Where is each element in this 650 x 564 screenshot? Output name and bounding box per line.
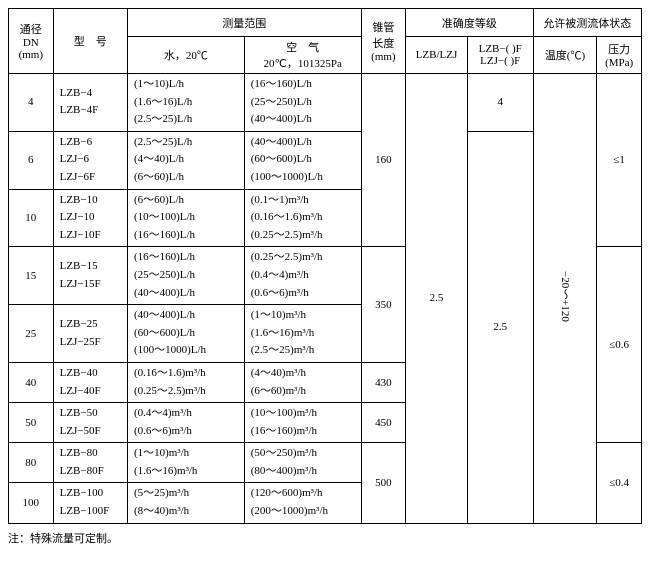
table-row: 4 LZB−4LZB−4F (1～10)L/h(1.6～16)L/h(2.5～2… (9, 74, 642, 132)
header-fluid: 允许被测流体状态 (533, 9, 641, 37)
header-acc2: LZB−( )FLZJ−( )F (467, 37, 533, 74)
cell-model: LZB−10LZJ−10LZJ−10F (53, 189, 127, 247)
cell-dn: 15 (9, 247, 54, 305)
header-tube: 锥管长度(mm) (361, 9, 406, 74)
cell-air: (50～250)m³/h(80～400)m³/h (244, 443, 361, 483)
cell-air: (4～40)m³/h(6～60)m³/h (244, 362, 361, 402)
cell-tube: 450 (361, 403, 406, 443)
header-water: 水，20℃ (127, 37, 244, 74)
cell-dn: 80 (9, 443, 54, 483)
cell-air: (16～160)L/h(25～250)L/h(40～400)L/h (244, 74, 361, 132)
cell-acc1: 2.5 (406, 74, 468, 524)
temp-value: −20～+120 (557, 271, 573, 322)
cell-air: (0.25～2.5)m³/h(0.4～4)m³/h(0.6～6)m³/h (244, 247, 361, 305)
cell-water: (0.16～1.6)m³/h(0.25～2.5)m³/h (127, 362, 244, 402)
cell-dn: 100 (9, 483, 54, 523)
footnote: 注：特殊流量可定制。 (8, 530, 642, 546)
cell-model: LZB−100LZB−100F (53, 483, 127, 523)
cell-air: (120～600)m³/h(200～1000)m³/h (244, 483, 361, 523)
cell-tube: 430 (361, 362, 406, 402)
cell-water: (0.4～4)m³/h(0.6～6)m³/h (127, 403, 244, 443)
cell-air: (10～100)m³/h(16～160)m³/h (244, 403, 361, 443)
cell-tube: 350 (361, 247, 406, 363)
cell-water: (2.5～25)L/h(4～40)L/h(6～60)L/h (127, 131, 244, 189)
cell-model: LZB−40LZJ−40F (53, 362, 127, 402)
cell-dn: 6 (9, 131, 54, 189)
cell-water: (1～10)m³/h(1.6～16)m³/h (127, 443, 244, 483)
cell-dn: 50 (9, 403, 54, 443)
cell-dn: 25 (9, 305, 54, 363)
cell-air: (40～400)L/h(60～600)L/h(100～1000)L/h (244, 131, 361, 189)
cell-acc2: 4 (467, 74, 533, 132)
cell-model: LZB−80LZB−80F (53, 443, 127, 483)
header-model: 型 号 (53, 9, 127, 74)
cell-model: LZB−4LZB−4F (53, 74, 127, 132)
cell-water: (6～60)L/h(10～100)L/h(16～160)L/h (127, 189, 244, 247)
cell-water: (1～10)L/h(1.6～16)L/h(2.5～25)L/h (127, 74, 244, 132)
cell-dn: 40 (9, 362, 54, 402)
cell-dn: 10 (9, 189, 54, 247)
spec-table: 通径DN(mm) 型 号 测量范围 锥管长度(mm) 准确度等级 允许被测流体状… (8, 8, 642, 524)
cell-tube: 160 (361, 74, 406, 247)
cell-air: (0.1～1)m³/h(0.16～1.6)m³/h(0.25～2.5)m³/h (244, 189, 361, 247)
cell-model: LZB−25LZJ−25F (53, 305, 127, 363)
cell-press: ≤0.6 (597, 247, 642, 443)
cell-model: LZB−6LZJ−6LZJ−6F (53, 131, 127, 189)
header-acc1: LZB/LZJ (406, 37, 468, 74)
cell-press: ≤1 (597, 74, 642, 247)
cell-water: (40～400)L/h(60～600)L/h(100～1000)L/h (127, 305, 244, 363)
header-press: 压力(MPa) (597, 37, 642, 74)
cell-water: (16～160)L/h(25～250)L/h(40～400)L/h (127, 247, 244, 305)
cell-press: ≤0.4 (597, 443, 642, 523)
cell-acc2: 2.5 (467, 131, 533, 523)
header-air: 空 气20℃，101325Pa (244, 37, 361, 74)
header-temp: 温度(℃) (533, 37, 597, 74)
header-accuracy: 准确度等级 (406, 9, 533, 37)
cell-air: (1～10)m³/h(1.6～16)m³/h(2.5～25)m³/h (244, 305, 361, 363)
cell-dn: 4 (9, 74, 54, 132)
header-range: 测量范围 (127, 9, 361, 37)
header-dn: 通径DN(mm) (9, 9, 54, 74)
cell-water: (5～25)m³/h(8～40)m³/h (127, 483, 244, 523)
cell-model: LZB−50LZJ−50F (53, 403, 127, 443)
cell-model: LZB−15LZJ−15F (53, 247, 127, 305)
cell-tube: 500 (361, 443, 406, 523)
cell-temp: −20～+120 (533, 74, 597, 524)
